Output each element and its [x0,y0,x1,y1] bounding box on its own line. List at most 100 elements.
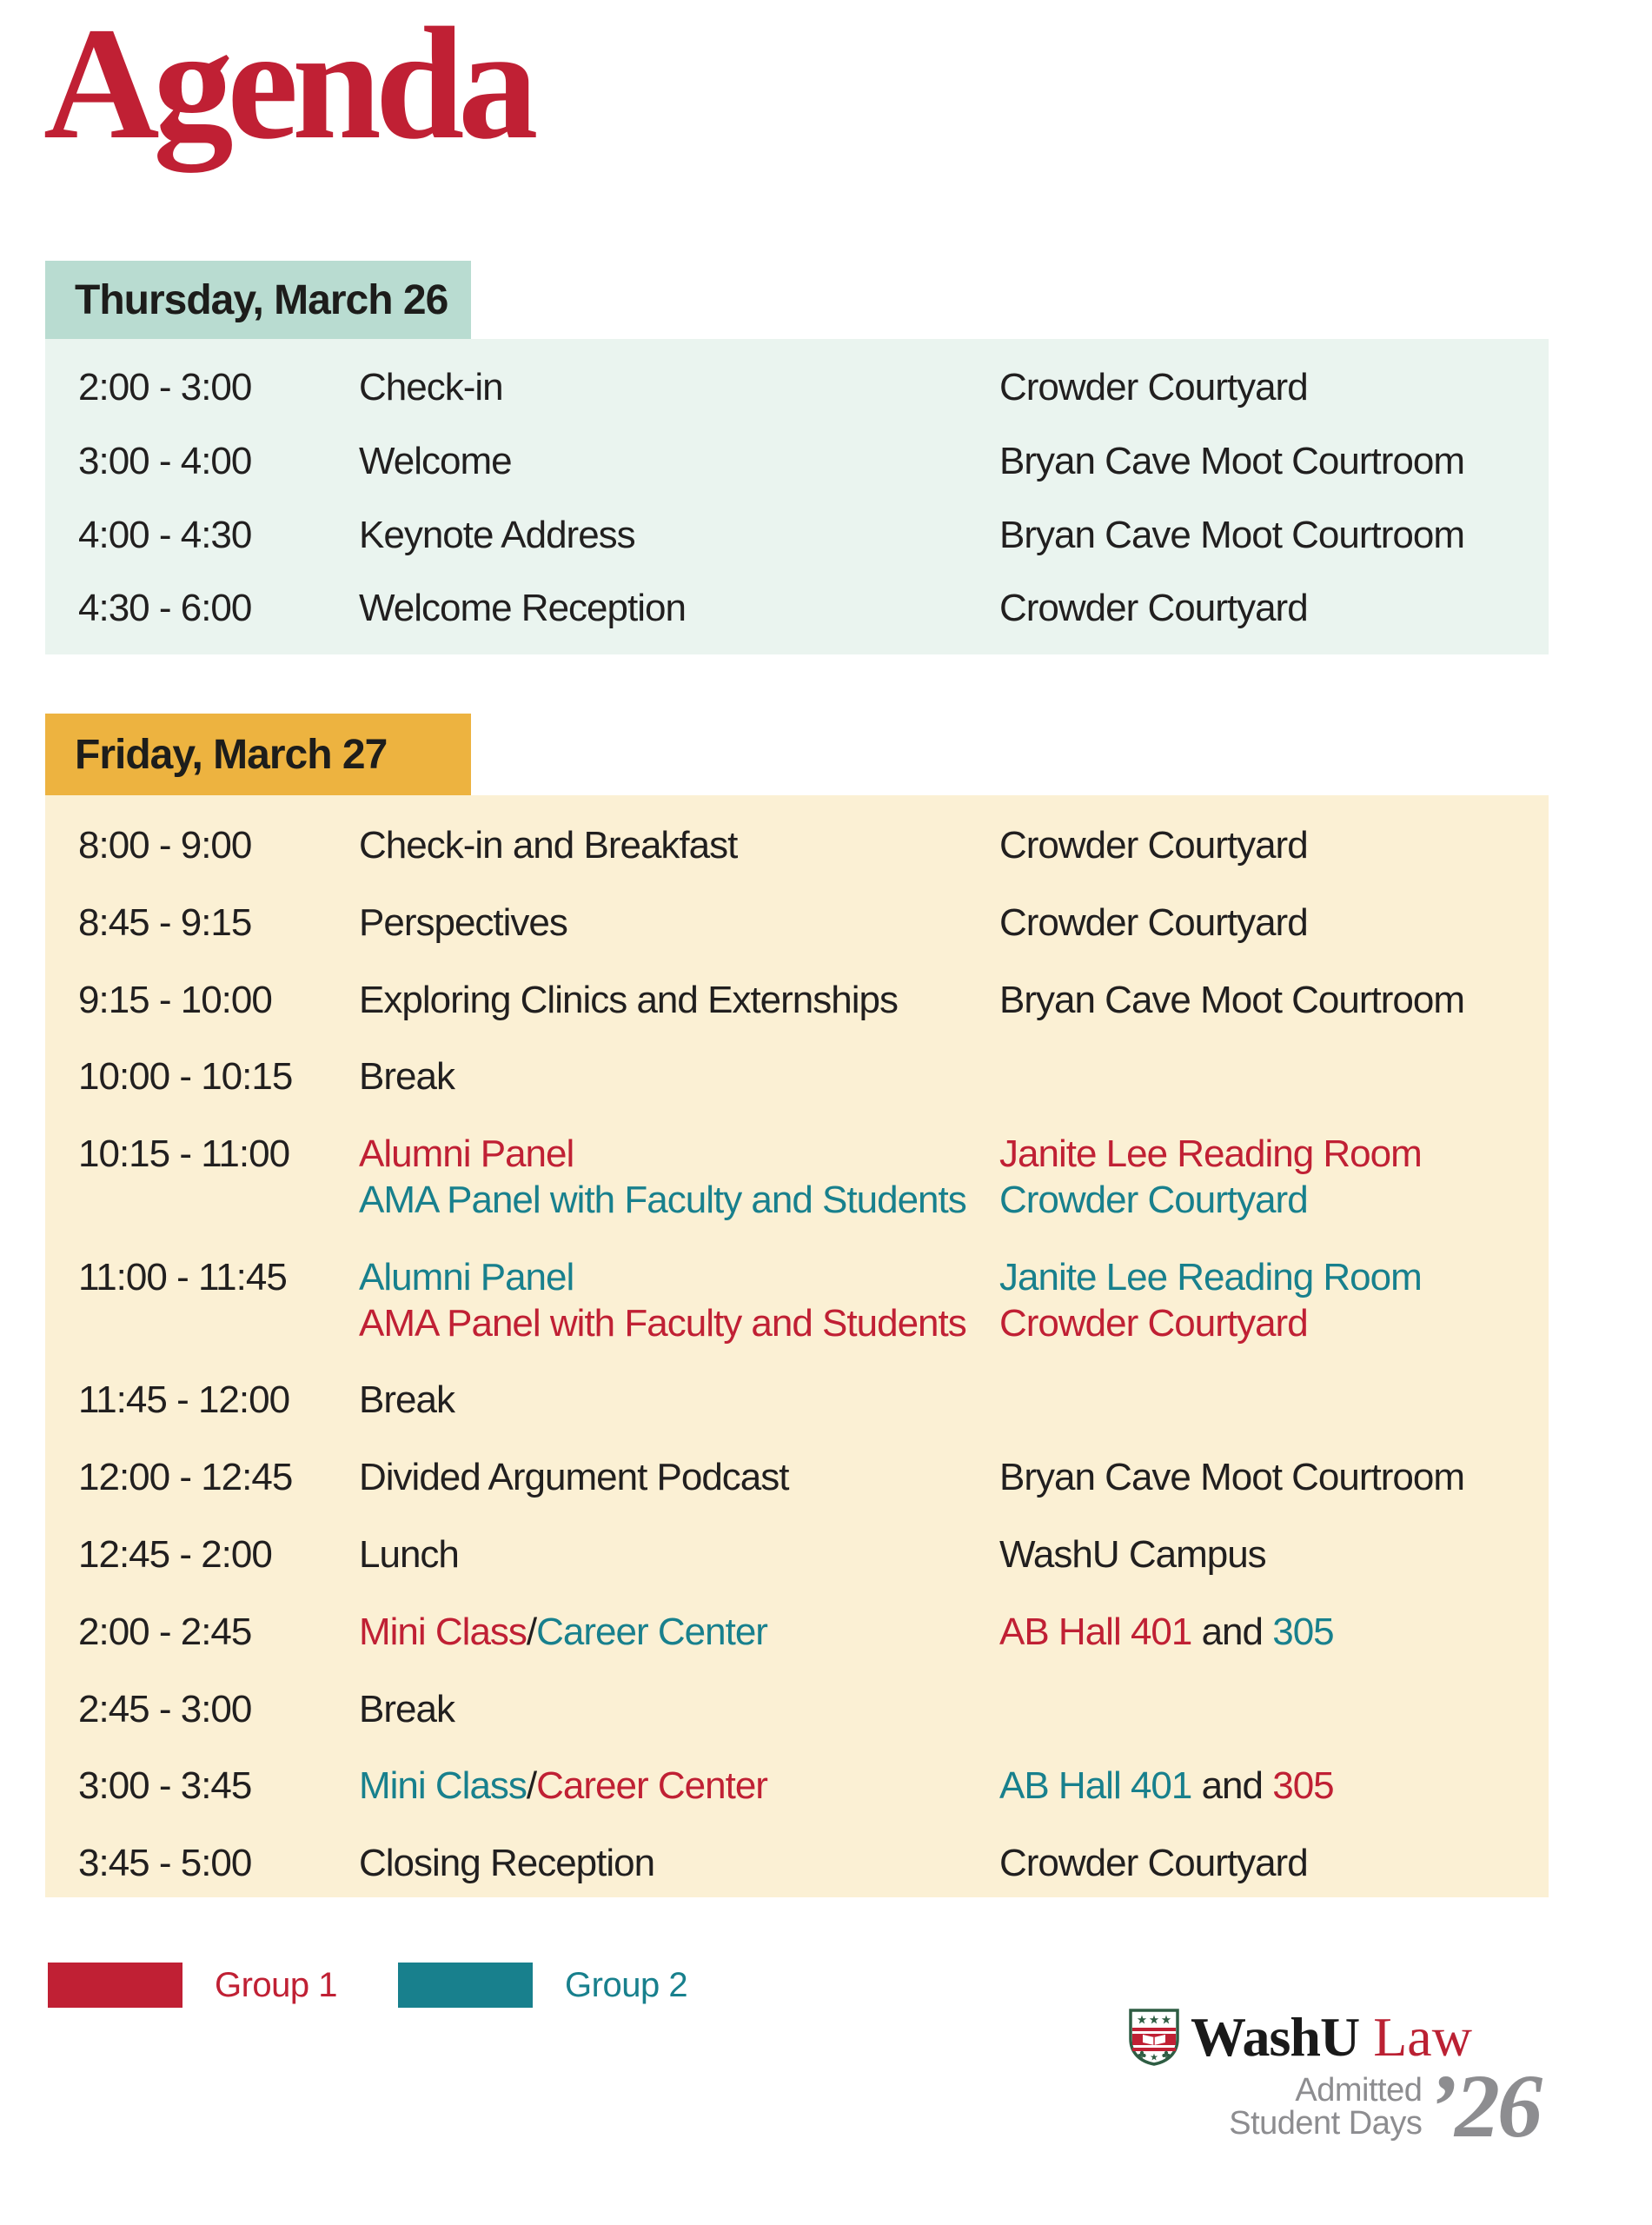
cell-line: Break [359,1687,999,1733]
location-cell: Crowder Courtyard [999,900,1549,946]
location-cell: AB Hall 401 and 305 [999,1763,1549,1810]
location-cell: Bryan Cave Moot Courtroom [999,439,1549,485]
agenda-row: 12:45 - 2:00 Lunch WashU Campus [45,1517,1549,1594]
text-segment: Closing Reception [359,1842,655,1885]
cell-line: AMA Panel with Faculty and Students [359,1178,999,1224]
time-cell: 12:45 - 2:00 [78,1532,273,1576]
cell-line: Crowder Courtyard [999,586,1549,632]
location-cell: Janite Lee Reading Room Crowder Courtyard [999,1132,1549,1224]
time-cell: 4:00 - 4:30 [78,513,252,556]
location-cell: Bryan Cave Moot Courtroom [999,1455,1549,1501]
time-cell: 8:45 - 9:15 [78,900,252,944]
time-cell: 10:00 - 10:15 [78,1055,293,1099]
text-segment: Mini Class [359,1764,527,1808]
cell-line: AB Hall 401 and 305 [999,1763,1549,1810]
cell-line: AB Hall 401 and 305 [999,1610,1549,1656]
event-cell: Lunch [359,1532,999,1578]
event-cell: Closing Reception [359,1841,999,1887]
time-cell: 8:00 - 9:00 [78,824,252,867]
cell-line: Janite Lee Reading Room [999,1255,1549,1301]
location-cell: Crowder Courtyard [999,365,1549,411]
text-segment: Career Center [536,1610,768,1653]
agenda-row: 8:45 - 9:15 Perspectives Crowder Courtyard [45,885,1549,962]
location-cell: Crowder Courtyard [999,823,1549,869]
event-cell: Welcome Reception [359,586,999,632]
cell-line: Mini Class/Career Center [359,1610,999,1656]
text-segment: Crowder Courtyard [999,900,1309,944]
time-cell: 3:00 - 3:45 [78,1764,252,1808]
text-segment: Crowder Courtyard [999,366,1309,408]
text-segment: / [526,1610,537,1653]
text-segment: AMA Panel with Faculty and Students [359,1178,967,1221]
agenda-row: 4:00 - 4:30 Keynote Address Bryan Cave Moo… [45,499,1549,573]
text-segment: Crowder Courtyard [999,587,1309,630]
cell-line: Welcome Reception [359,586,999,632]
cell-line: Crowder Courtyard [999,823,1549,869]
agenda-row: 3:45 - 5:00 Closing Reception Crowder Cour… [45,1825,1549,1897]
text-segment: Lunch [359,1532,460,1576]
text-segment: / [526,1764,537,1808]
location-cell: Crowder Courtyard [999,1841,1549,1887]
text-segment: WashU Campus [999,1532,1267,1576]
text-segment: Bryan Cave Moot Courtroom [999,978,1465,1021]
event-cell: Alumni Panel AMA Panel with Faculty and S… [359,1255,999,1347]
text-segment: Check-in [359,366,504,408]
time-cell: 9:15 - 10:00 [78,978,273,1021]
text-segment: Break [359,1378,455,1422]
page-title: Agenda [43,0,538,173]
location-cell: Bryan Cave Moot Courtroom [999,513,1549,559]
cell-line: Alumni Panel [359,1132,999,1178]
agenda-row: 3:00 - 4:00 Welcome Bryan Cave Moot Courtr… [45,425,1549,499]
group-color-legend: Group 1 Group 2 [48,1963,688,2008]
text-segment: Keynote Address [359,513,636,556]
class-year-text: ’26 [1427,2056,1543,2157]
text-segment: Welcome Reception [359,587,687,630]
cell-line: Bryan Cave Moot Courtroom [999,978,1549,1024]
time-cell: 2:00 - 2:45 [78,1610,252,1653]
cell-line: Alumni Panel [359,1255,999,1301]
agenda-row: 10:15 - 11:00 Alumni Panel AMA Panel with … [45,1116,1549,1239]
cell-line: Closing Reception [359,1841,999,1887]
cell-line: Crowder Courtyard [999,365,1549,411]
cell-line: Crowder Courtyard [999,1841,1549,1887]
location-cell: Crowder Courtyard [999,586,1549,632]
day-header-thursday: Thursday, March 26 [45,261,471,339]
text-segment: Crowder Courtyard [999,1178,1309,1221]
group2-color-swatch [398,1963,534,2008]
event-cell: Exploring Clinics and Externships [359,978,999,1024]
time-cell: 3:00 - 4:00 [78,439,252,482]
agenda-row: 10:00 - 10:15 Break [45,1039,1549,1116]
text-segment: Bryan Cave Moot Courtroom [999,439,1465,482]
text-segment: AMA Panel with Faculty and Students [359,1301,967,1345]
text-segment: Welcome [359,439,513,482]
text-segment: Mini Class [359,1610,527,1653]
student-days-line: Student Days [1229,2105,1423,2142]
text-segment: Crowder Courtyard [999,824,1309,867]
location-cell: Bryan Cave Moot Courtroom [999,978,1549,1024]
event-cell: Break [359,1378,999,1424]
text-segment: Break [359,1055,455,1099]
text-segment: Crowder Courtyard [999,1301,1309,1345]
time-cell: 2:45 - 3:00 [78,1687,252,1730]
text-segment: Career Center [536,1764,768,1808]
text-segment: Break [359,1687,455,1730]
admitted-student-days-lockup: Admitted Student Days ’26 [1128,2056,1543,2157]
washu-law-logo: WashU Law Admitted Student Days ’26 [1128,2008,1543,2157]
event-cell: Mini Class/Career Center [359,1763,999,1810]
text-segment: Crowder Courtyard [999,1842,1309,1885]
event-cell: Break [359,1687,999,1733]
admitted-line: Admitted [1295,2072,1423,2109]
cell-line: Break [359,1054,999,1100]
text-segment: Janite Lee Reading Room [999,1255,1423,1298]
text-segment: Check-in and Breakfast [359,824,738,867]
admitted-student-days-text: Admitted Student Days [1229,2072,1423,2142]
group1-color-swatch [48,1963,182,2008]
text-segment: Perspectives [359,900,568,944]
event-cell: Perspectives [359,900,999,946]
washu-shield-icon [1129,2009,1179,2066]
event-cell: Welcome [359,439,999,485]
location-cell [999,1687,1549,1733]
day-header-friday: Friday, March 27 [45,714,471,795]
text-segment: Bryan Cave Moot Courtroom [999,513,1465,556]
day-header-label: Friday, March 27 [75,731,388,778]
